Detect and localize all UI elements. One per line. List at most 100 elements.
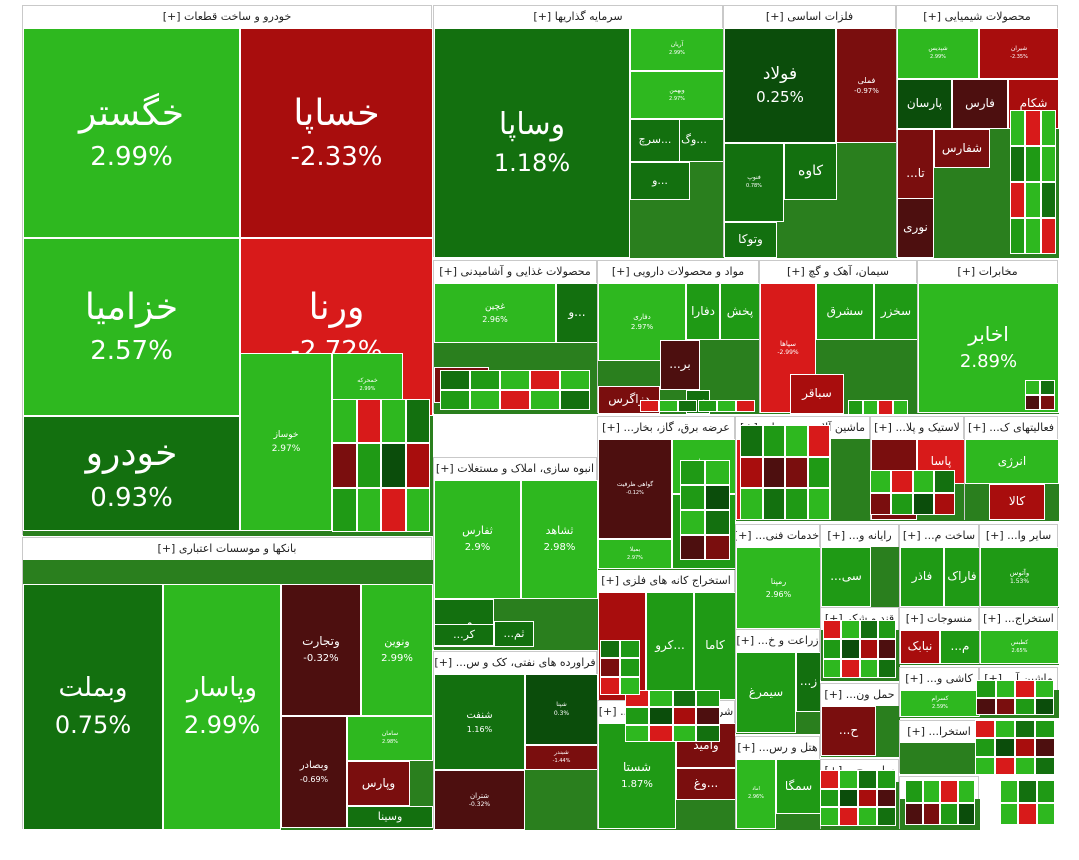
small-stock-cell[interactable]: [680, 510, 705, 535]
small-stock-cell[interactable]: [1040, 395, 1055, 410]
stock-tile[interactable]: ...کر: [434, 624, 494, 646]
stock-tile[interactable]: سمگا: [776, 759, 821, 814]
small-stock-cell[interactable]: [440, 370, 470, 390]
small-stock-cell[interactable]: [957, 802, 975, 825]
small-stock-cell[interactable]: [356, 399, 381, 444]
stock-tile[interactable]: غچین 2.96%: [434, 283, 556, 343]
small-stock-cell[interactable]: [870, 492, 892, 515]
sector-header[interactable]: استخراج... [+]: [980, 608, 1057, 630]
small-stock-cell[interactable]: [500, 370, 530, 390]
small-stock-cell[interactable]: [995, 738, 1015, 757]
small-stock-cell[interactable]: [1010, 110, 1026, 146]
sector-header[interactable]: خدمات فنی... [+]: [736, 525, 819, 547]
small-stock-cell[interactable]: [785, 425, 808, 457]
small-stock-cell[interactable]: [807, 456, 830, 489]
stock-tile[interactable]: و...: [556, 283, 598, 343]
sector-header[interactable]: عرضه برق، گاز، بخار... [+]: [598, 417, 734, 439]
small-stock-cell[interactable]: [893, 400, 908, 415]
sector-header[interactable]: استخرا... [+]: [900, 721, 978, 743]
small-stock-cell[interactable]: [841, 658, 860, 678]
stock-tile[interactable]: شنفت 1.16%: [434, 674, 525, 770]
stock-tile[interactable]: ...ح: [821, 706, 876, 756]
stock-tile[interactable]: خساپا -2.33%: [240, 28, 433, 238]
stock-tile[interactable]: ونوین 2.99%: [361, 584, 433, 716]
stock-tile[interactable]: کاوه: [784, 143, 837, 200]
stock-tile[interactable]: پارسان: [897, 79, 952, 129]
small-stock-cell[interactable]: [940, 780, 958, 803]
small-stock-cell[interactable]: [841, 620, 860, 640]
small-stock-cell[interactable]: [1025, 146, 1041, 182]
small-stock-cell[interactable]: [995, 697, 1015, 715]
small-stock-cell[interactable]: [600, 640, 620, 659]
stock-tile[interactable]: خزامیا 2.57%: [23, 238, 240, 416]
sector-header[interactable]: ساخت م... [+]: [900, 525, 978, 547]
expand-icon[interactable]: [+]: [902, 529, 925, 542]
small-stock-cell[interactable]: [839, 807, 858, 826]
small-stock-cell[interactable]: [672, 724, 697, 742]
small-stock-cell[interactable]: [940, 802, 958, 825]
small-stock-cell[interactable]: [877, 620, 896, 640]
sector-header[interactable]: فراورده های نفتی، کک و س... [+]: [434, 652, 596, 674]
small-stock-cell[interactable]: [975, 738, 995, 757]
small-stock-cell[interactable]: [858, 770, 877, 789]
sector-header[interactable]: محصولات غذایی و آشامیدنی [+]: [434, 261, 596, 283]
stock-tile[interactable]: آریان 2.99%: [630, 28, 724, 71]
stock-tile[interactable]: وبملت 0.75%: [23, 584, 163, 830]
small-stock-cell[interactable]: [696, 690, 720, 708]
stock-tile[interactable]: وساپا 1.18%: [434, 28, 630, 258]
small-stock-cell[interactable]: [659, 400, 679, 412]
small-stock-cell[interactable]: [1036, 802, 1055, 825]
small-stock-cell[interactable]: [1015, 738, 1035, 757]
expand-icon[interactable]: [+]: [765, 10, 788, 23]
small-stock-cell[interactable]: [905, 780, 923, 803]
small-stock-cell[interactable]: [470, 390, 500, 410]
stock-tile[interactable]: بمیلا 2.97%: [598, 539, 672, 569]
small-stock-cell[interactable]: [1010, 182, 1026, 218]
small-stock-cell[interactable]: [716, 400, 736, 412]
small-stock-cell[interactable]: [820, 788, 839, 808]
small-stock-cell[interactable]: [381, 399, 406, 444]
expand-icon[interactable]: [+]: [983, 612, 1005, 625]
small-stock-cell[interactable]: [762, 456, 785, 489]
small-stock-cell[interactable]: [823, 639, 842, 659]
expand-icon[interactable]: [+]: [439, 265, 461, 278]
small-stock-cell[interactable]: [877, 639, 896, 659]
sector-header[interactable]: منسوجات [+]: [900, 608, 978, 630]
stock-tile[interactable]: وبهمن 2.97%: [630, 71, 724, 119]
stock-tile[interactable]: پخش: [720, 283, 760, 340]
stock-tile[interactable]: وتجارت -0.32%: [281, 584, 361, 716]
expand-icon[interactable]: [+]: [157, 542, 179, 555]
small-stock-cell[interactable]: [1034, 680, 1054, 698]
small-stock-cell[interactable]: [785, 488, 808, 520]
small-stock-cell[interactable]: [839, 770, 858, 789]
small-stock-cell[interactable]: [1040, 380, 1055, 395]
small-stock-cell[interactable]: [995, 756, 1015, 775]
stock-tile[interactable]: وآتوس 1.53%: [980, 547, 1059, 607]
small-stock-cell[interactable]: [735, 400, 755, 412]
expand-icon[interactable]: [+]: [736, 634, 758, 647]
stock-tile[interactable]: ...سی: [821, 547, 871, 607]
sector-header[interactable]: مواد و محصولات دارویی [+]: [598, 261, 758, 283]
expand-icon[interactable]: [+]: [736, 529, 752, 542]
stock-tile[interactable]: وسینا: [347, 806, 433, 828]
small-stock-cell[interactable]: [807, 425, 830, 457]
small-stock-cell[interactable]: [891, 492, 913, 515]
small-stock-cell[interactable]: [560, 370, 590, 390]
small-stock-cell[interactable]: [762, 488, 785, 520]
expand-icon[interactable]: [+]: [905, 672, 927, 685]
small-stock-cell[interactable]: [405, 399, 430, 444]
small-stock-cell[interactable]: [933, 492, 955, 515]
stock-tile[interactable]: وتوکا: [724, 222, 777, 258]
stock-tile[interactable]: فاذر: [900, 547, 944, 607]
small-stock-cell[interactable]: [381, 443, 406, 488]
small-stock-cell[interactable]: [975, 720, 995, 739]
small-stock-cell[interactable]: [405, 487, 430, 532]
small-stock-cell[interactable]: [740, 456, 763, 489]
small-stock-cell[interactable]: [1015, 756, 1035, 775]
small-stock-cell[interactable]: [648, 724, 673, 742]
stock-tile[interactable]: ...م: [940, 630, 980, 664]
stock-tile[interactable]: شفارس: [934, 129, 990, 168]
small-stock-cell[interactable]: [912, 492, 934, 515]
small-stock-cell[interactable]: [640, 400, 660, 412]
small-stock-cell[interactable]: [878, 400, 893, 415]
